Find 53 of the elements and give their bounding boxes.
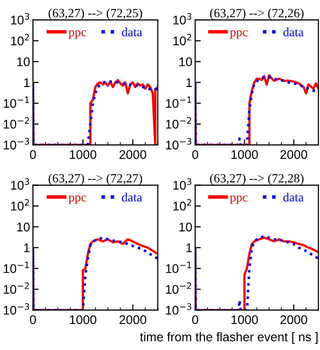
legend-label: data	[122, 192, 142, 202]
x-axis-title: time from the flasher event [ ns ]	[140, 332, 318, 344]
chart-title: (63,27) --> (72,25)	[48, 8, 142, 20]
x-tick-label: 1000	[70, 150, 96, 159]
x-tick-label: 1000	[70, 315, 96, 324]
chart-title: (63,27) --> (72,27)	[48, 174, 142, 186]
y-tick-label: 10$^{2}$	[173, 34, 192, 46]
x-tick-label: 0	[30, 150, 36, 159]
y-tick-label: 10$^{2}$	[11, 34, 29, 46]
y-tick-label: 1	[24, 78, 30, 87]
legend-label: ppc	[68, 30, 86, 39]
x-tick-label: 2000	[280, 150, 308, 159]
y-tick-label: 10$^{3}$	[11, 13, 30, 25]
y-tick-label: 10	[179, 222, 192, 232]
chart-title: (63,27) --> (72,28)	[210, 174, 304, 186]
x-tick-label: 0	[192, 315, 198, 324]
x-tick-label: 0	[192, 150, 198, 159]
y-tick-label: 10$^{2}$	[11, 199, 29, 211]
y-tick-label: 10$^{3}$	[11, 178, 30, 190]
chart-title: (63,27) --> (72,26)	[210, 8, 304, 20]
y-tick-label: 1	[186, 244, 192, 252]
y-tick-label: 10$^{−1}$	[166, 262, 192, 274]
y-tick-label: 1	[24, 244, 30, 252]
x-tick-label: 1000	[232, 315, 258, 324]
text: ppc	[230, 30, 248, 39]
y-tick-label: 10$^{−3}$	[4, 138, 30, 150]
x-tick-label: 1000	[232, 150, 258, 159]
y-tick-label: 10$^{−3}$	[166, 138, 192, 150]
x-tick-label: 2000	[280, 315, 308, 324]
legend-label: data	[122, 28, 142, 36]
y-tick-label: 10$^{−2}$	[4, 117, 29, 129]
y-tick-label: 10$^{3}$	[173, 13, 192, 25]
y-tick-label: 10	[17, 222, 30, 232]
y-tick-label: 10$^{−1}$	[4, 96, 29, 108]
y-tick-label: 10$^{3}$	[173, 178, 192, 190]
y-tick-label: 10$^{−2}$	[166, 282, 192, 294]
y-tick-label: 10$^{−1}$	[4, 262, 29, 274]
x-tick-label: 0	[30, 315, 36, 324]
y-tick-label: 10$^{−1}$	[166, 96, 192, 108]
legend-label: data	[283, 192, 304, 202]
y-tick-label: 10$^{−2}$	[4, 282, 29, 294]
legend-label: ppc	[68, 196, 86, 204]
y-tick-label: 10$^{2}$	[173, 199, 192, 211]
text: ppc	[230, 196, 248, 204]
y-tick-label: 10$^{−3}$	[166, 303, 192, 315]
y-tick-label: 10	[17, 57, 30, 66]
x-tick-label: 2000	[120, 150, 146, 159]
y-tick-label: 10$^{−2}$	[166, 117, 192, 129]
y-tick-label: 10	[179, 57, 192, 66]
x-tick-label: 2000	[120, 315, 146, 324]
y-tick-label: 10$^{−3}$	[4, 303, 30, 315]
y-tick-label: 1	[186, 78, 192, 87]
legend-label: data	[283, 28, 304, 36]
